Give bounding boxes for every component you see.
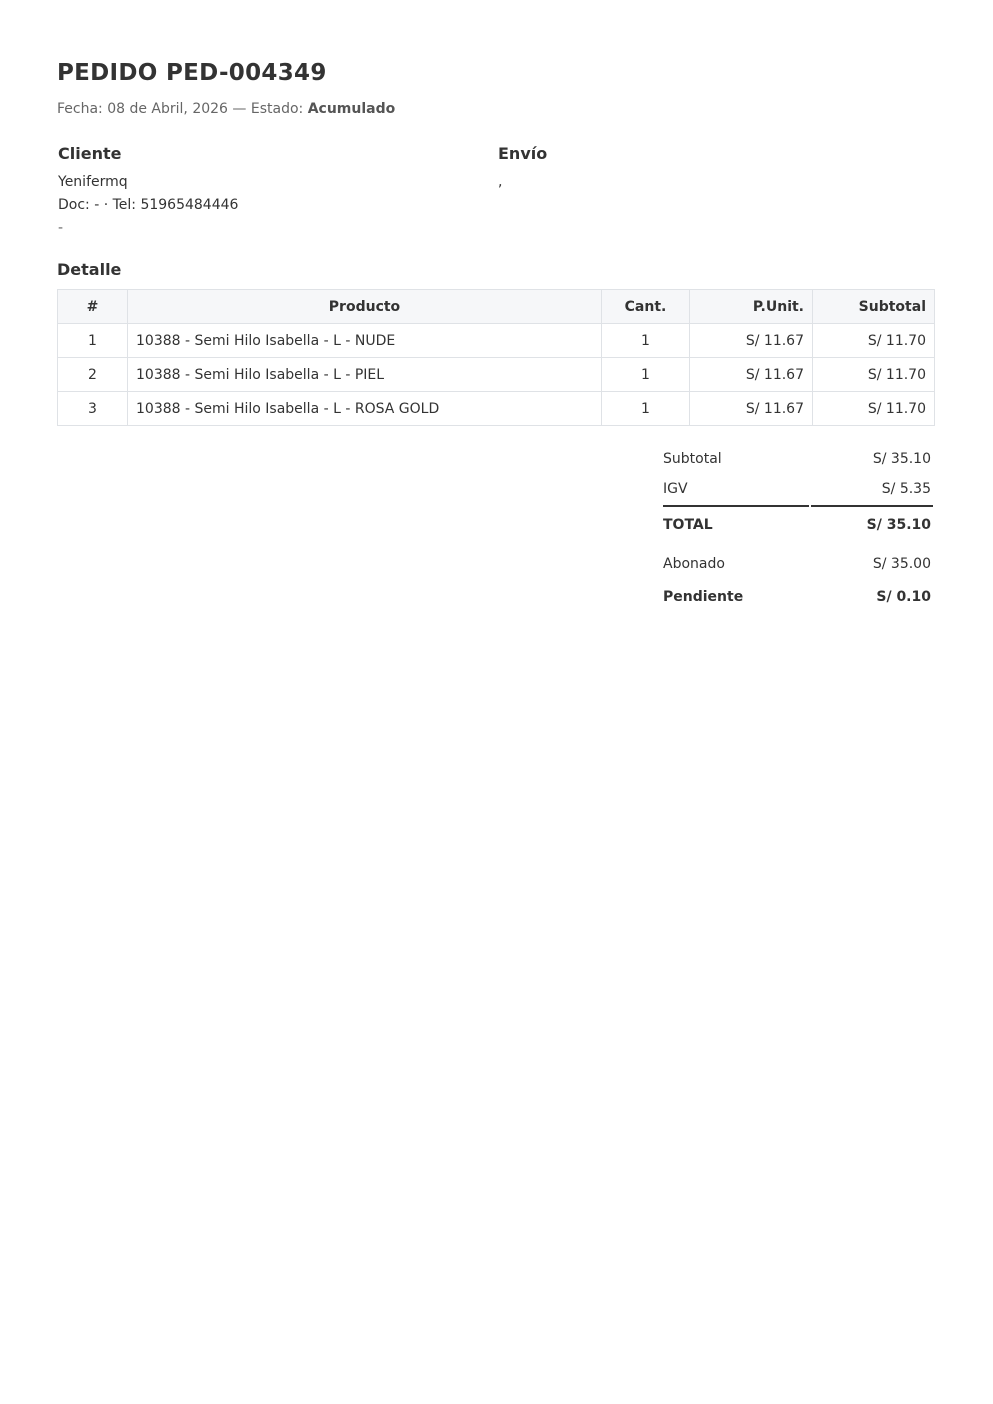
client-heading: Cliente	[58, 144, 122, 163]
client-doc: Doc: - · Tel: 51965484446	[58, 197, 239, 213]
totals-total: TOTAL S/ 35.10	[663, 517, 931, 533]
totals-igv: IGV S/ 5.35	[663, 481, 931, 497]
table-cell: 10388 - Semi Hilo Isabella - L - ROSA GO…	[127, 391, 602, 426]
shipping-address: ,	[498, 174, 503, 190]
col-qty: Cant.	[601, 289, 690, 324]
client-info: Yenifermq Doc: - · Tel: 51965484446 -	[58, 171, 238, 240]
table-cell: 1	[601, 323, 690, 358]
items-table: # Producto Cant. P.Unit. Subtotal 1 10388…	[57, 289, 935, 426]
table-cell: 10388 - Semi Hilo Isabella - L - NUDE	[127, 323, 602, 358]
table-cell: S/ 11.70	[812, 323, 935, 358]
table-cell: S/ 11.67	[689, 357, 813, 392]
table-row: 2 10388 - Semi Hilo Isabella - L - PIEL 1 S…	[57, 357, 935, 392]
client-extra: -	[58, 220, 64, 236]
table-row: 1 10388 - Semi Hilo Isabella - L - NUDE 1 S…	[57, 323, 935, 358]
table-cell: S/ 11.70	[812, 391, 935, 426]
totals-subtotal: Subtotal S/ 35.10	[663, 451, 931, 467]
table-cell: 10388 - Semi Hilo Isabella - L - PIEL	[127, 357, 602, 392]
totals-pending: Pendiente S/ 0.10	[663, 589, 931, 605]
col-num: #	[57, 289, 128, 324]
shipping-heading: Envío	[498, 144, 548, 163]
client-name: Yenifermq	[58, 174, 128, 190]
page-title: PEDIDO PED-004349	[57, 60, 327, 86]
table-cell: 1	[601, 357, 690, 392]
col-product: Producto	[127, 289, 602, 324]
col-subtotal: Subtotal	[812, 289, 935, 324]
col-unit-price: P.Unit.	[689, 289, 813, 324]
table-row: 3 10388 - Semi Hilo Isabella - L - ROSA G…	[57, 391, 935, 426]
divider	[663, 505, 809, 507]
divider	[811, 505, 933, 507]
order-meta: Fecha: 08 de Abril, 2026 — Estado: Acumu…	[57, 101, 396, 117]
table-cell: 1	[601, 391, 690, 426]
table-cell: 2	[57, 357, 128, 392]
table-cell: 3	[57, 391, 128, 426]
table-cell: S/ 11.70	[812, 357, 935, 392]
table-cell: 1	[57, 323, 128, 358]
table-cell: S/ 11.67	[689, 323, 813, 358]
detail-heading: Detalle	[57, 260, 122, 279]
status: Acumulado	[307, 101, 396, 117]
table-cell: S/ 11.67	[689, 391, 813, 426]
totals-paid: Abonado S/ 35.00	[663, 556, 931, 572]
